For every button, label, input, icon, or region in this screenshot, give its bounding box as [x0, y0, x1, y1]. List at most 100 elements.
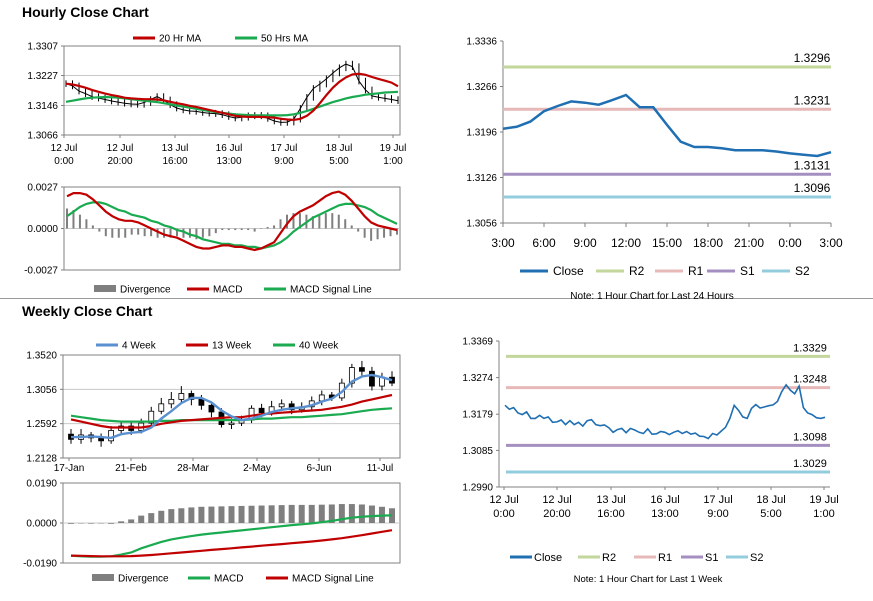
hourly-24h-close-line: [502, 93, 832, 158]
weekly-close-y-tick: 1.2990: [462, 483, 493, 494]
hourly-price-y-tick: 1.3146: [27, 101, 58, 112]
weekly-candle-body: [228, 422, 235, 425]
hourly-price-plot-frame: [63, 45, 401, 136]
weekly-macd-y-tick: 0.0000: [26, 519, 57, 530]
hourly-24h-level-label: 1.3131: [794, 158, 831, 172]
weekly-close-x-tick-date: 18 Jul: [756, 494, 785, 506]
weekly-price-x-tick: 6-Jun: [306, 463, 331, 474]
hourly-ma20-line: [65, 72, 399, 122]
hourly-divergence-bar: [221, 228, 224, 231]
weekly-divergence-bar: [68, 523, 74, 524]
hourly-24h-x-tick: 21:00: [734, 236, 764, 250]
weekly-divergence-bar: [198, 506, 205, 523]
weekly-close-level-label: 1.3098: [793, 431, 827, 443]
hourly-macd-signal-legend-label: MACD Signal Line: [290, 285, 372, 296]
hourly-macd-y-tick: -0.0027: [24, 266, 58, 277]
hourly-divergence-bar: [85, 219, 88, 229]
weekly-divergence-bar: [358, 504, 365, 523]
weekly-macd-y-tick: 0.0190: [26, 479, 57, 490]
hourly-divergence-bar: [363, 228, 366, 238]
hourly-divergence-legend-label: Divergence: [120, 285, 171, 296]
hourly-price-x-tick-date: 17 Jul: [271, 143, 298, 154]
hourly-divergence-legend-swatch: [94, 285, 116, 292]
weekly-close-line: [504, 383, 826, 440]
hourly-divergence-bar: [137, 228, 140, 235]
hourly-divergence-bar: [124, 228, 127, 238]
hourly-divergence-bar: [66, 208, 68, 229]
hourly-24h-x-tick: 18:00: [693, 236, 723, 250]
weekly-close-legend-label: Close: [534, 552, 562, 564]
weekly-close-x-tick-date: 12 Jul: [542, 494, 571, 506]
hourly-divergence-bar: [156, 228, 159, 238]
weekly-ma40-legend-label: 40 Week: [299, 341, 339, 352]
hourly-divergence-bar: [227, 228, 230, 231]
hourly-divergence-bar: [331, 213, 334, 229]
hourly-price-x-tick-date: 16 Jul: [216, 143, 243, 154]
hourly-24h-note: Note: 1 Hour Chart for Last 24 Hours: [570, 291, 733, 302]
hourly-price-x-tick-time: 9:00: [274, 156, 294, 167]
weekly-macd-legend-label: MACD: [214, 574, 243, 585]
weekly-divergence-bar: [268, 505, 275, 523]
hourly-price-y-tick: 1.3227: [27, 71, 58, 82]
weekly-macd-line: [70, 514, 393, 558]
hourly-divergence-bar: [318, 214, 321, 229]
weekly-divergence-legend-swatch: [92, 574, 114, 581]
hourly-macd-y-tick: 0.0027: [27, 183, 58, 194]
weekly-divergence-bar: [248, 505, 255, 523]
hourly-divergence-bar: [182, 228, 185, 238]
hourly-24h-x-tick: 0:00: [778, 236, 802, 250]
weekly-divergence-bar: [128, 519, 135, 523]
hourly-divergence-bar: [247, 228, 250, 231]
weekly-ma13-legend-label: 13 Week: [212, 341, 252, 352]
hourly-24h-x-tick: 9:00: [573, 236, 597, 250]
hourly-price-x-tick-date: 12 Jul: [107, 143, 134, 154]
weekly-candle-body: [359, 367, 365, 372]
weekly-close-level-label: 1.3329: [793, 342, 827, 354]
weekly-divergence-bar: [208, 506, 215, 523]
weekly-price-y-tick: 1.3520: [26, 351, 57, 362]
hourly-divergence-bar: [117, 228, 120, 238]
weekly-macd-signal-line: [70, 529, 393, 558]
hourly-divergence-bar: [273, 225, 276, 229]
hourly-24h-x-tick: 15:00: [652, 236, 682, 250]
hourly-divergence-bar: [376, 228, 379, 240]
weekly-candle-body: [208, 404, 215, 413]
weekly-divergence-bar: [118, 521, 125, 523]
weekly-ma4-legend-label: 4 Week: [122, 341, 157, 352]
hourly-24h-level-label: 1.3096: [794, 181, 831, 195]
weekly-price-x-tick: 21-Feb: [115, 463, 147, 474]
hourly-divergence-bar: [260, 228, 263, 229]
weekly-close-legend-label: R2: [602, 552, 616, 564]
weekly-price-y-tick: 1.2128: [26, 454, 57, 465]
weekly-divergence-bar: [318, 504, 325, 523]
hourly-24h-legend-label: S1: [740, 264, 755, 278]
weekly-divergence-bar: [168, 509, 175, 523]
hourly-24h-legend-label: S2: [795, 264, 810, 278]
weekly-close-x-tick-date: 16 Jul: [650, 494, 679, 506]
weekly-close-y-tick: 1.3274: [462, 373, 493, 384]
hourly-ma20-legend-label: 20 Hr MA: [159, 34, 202, 45]
weekly-divergence-bar: [308, 504, 315, 523]
hourly-divergence-bar: [72, 210, 75, 229]
weekly-candle-body: [278, 403, 285, 408]
weekly-divergence-bar: [238, 505, 245, 523]
weekly-divergence-bar: [158, 510, 165, 523]
hourly-24h-y-tick: 1.3196: [466, 128, 497, 139]
hourly-price-x-tick-time: 1:00: [383, 156, 403, 167]
weekly-close-x-tick-time: 20:00: [543, 508, 571, 520]
hourly-divergence-bar: [143, 228, 146, 237]
hourly-divergence-bar: [130, 228, 133, 235]
hourly-price-x-tick-date: 12 Jul: [51, 143, 78, 154]
weekly-price-y-tick: 1.3056: [26, 385, 57, 396]
weekly-divergence-bar: [218, 506, 225, 523]
weekly-close-x-tick-time: 9:00: [707, 508, 728, 520]
weekly-close-level-label: 1.3248: [793, 374, 827, 386]
hourly-divergence-bar: [195, 228, 198, 240]
weekly-candle-body: [258, 407, 265, 414]
hourly-divergence-bar: [292, 213, 295, 229]
hourly-divergence-bar: [279, 219, 282, 229]
weekly-divergence-bar: [178, 508, 185, 523]
weekly-price-x-tick: 11-Jul: [367, 463, 394, 474]
weekly-ma40-line: [70, 407, 393, 423]
